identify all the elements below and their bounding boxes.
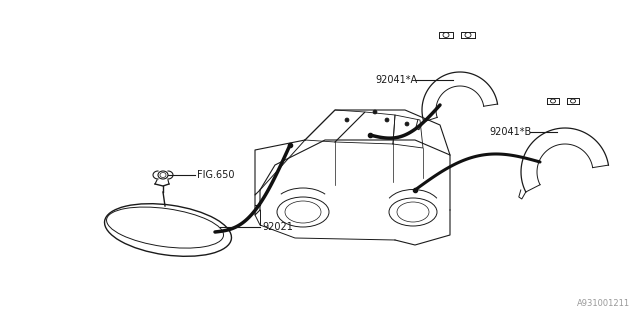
Ellipse shape (373, 110, 377, 114)
Ellipse shape (345, 118, 349, 122)
Ellipse shape (385, 118, 389, 122)
Text: FIG.650: FIG.650 (197, 170, 234, 180)
Ellipse shape (405, 122, 409, 126)
Text: 92041*B: 92041*B (490, 127, 532, 137)
Text: A931001211: A931001211 (577, 299, 630, 308)
Text: 92041*A: 92041*A (375, 75, 417, 85)
Text: 92021: 92021 (262, 222, 293, 232)
